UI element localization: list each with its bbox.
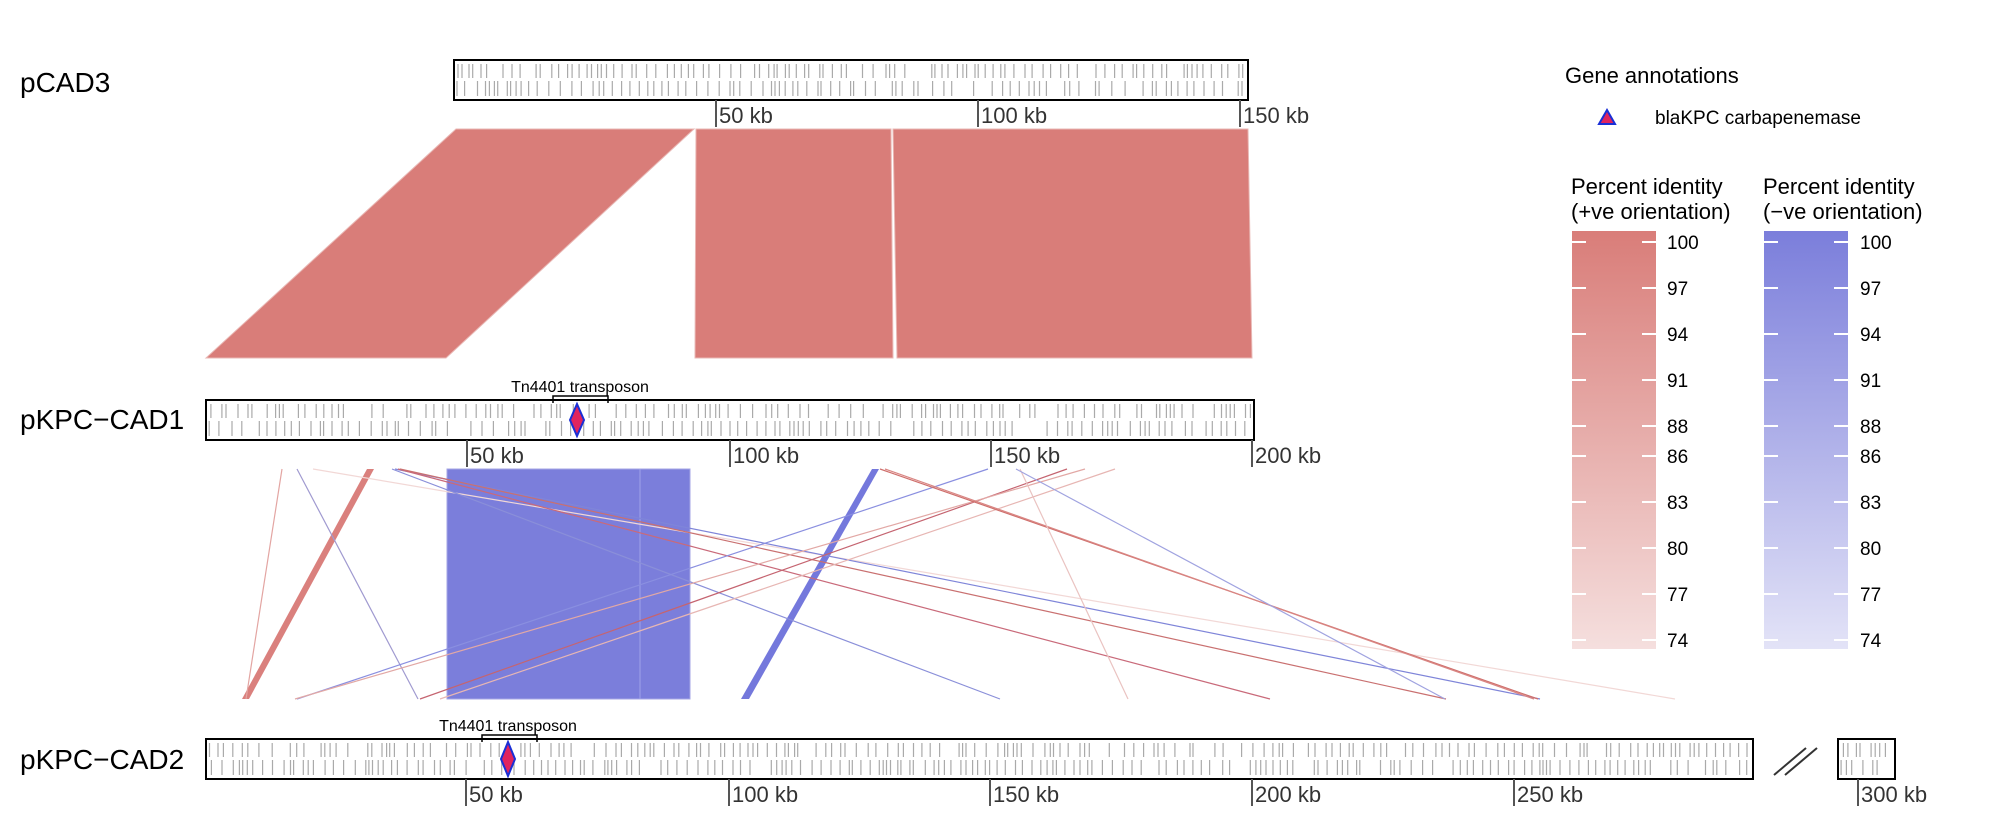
synteny-link: [1019, 468, 1129, 700]
colorbar-label: 91: [1860, 371, 1881, 392]
synteny-link: [391, 468, 1001, 700]
synteny-link: [296, 468, 989, 700]
synteny-link: [439, 468, 1116, 700]
tick-label: 200 kb: [1255, 443, 1321, 468]
plasmid-label-pkpc-cad2: pKPC−CAD2: [20, 744, 184, 775]
colorbar-label: 83: [1860, 493, 1881, 514]
tick-label: 150 kb: [1243, 103, 1309, 128]
synteny-block: [694, 128, 894, 359]
colorbar-label: 86: [1860, 447, 1881, 468]
colorbar-label: 77: [1667, 585, 1688, 606]
colorbar-label: 88: [1860, 417, 1881, 438]
synteny-link: [399, 468, 1447, 700]
synteny-link: [419, 468, 1068, 700]
tick-label: 50 kb: [469, 782, 523, 807]
colorbar-label: 77: [1860, 585, 1881, 606]
gene-track-pkpc-cad1: [208, 404, 1252, 436]
colorbar-positive: [1572, 231, 1656, 649]
legend-neg-title-line1: Percent identity: [1763, 174, 1915, 199]
tick-label: 100 kb: [981, 103, 1047, 128]
legend-gene-title: Gene annotations: [1565, 63, 1739, 88]
plasmid-label-pcad3: pCAD3: [20, 67, 110, 98]
tick-label: 300 kb: [1861, 782, 1927, 807]
colorbar-label: 94: [1860, 325, 1882, 346]
colorbar-label: 86: [1667, 447, 1688, 468]
blakpc-legend-icon: [1597, 107, 1617, 125]
transposon-label: Tn4401 transposon: [439, 718, 577, 735]
track-box-pcad3: [453, 59, 1249, 101]
tick-label: 250 kb: [1517, 782, 1583, 807]
synteny-block-negative: [446, 468, 691, 700]
transposon-bracket: [481, 734, 538, 742]
blakpc-gene-marker: [568, 401, 586, 439]
synteny-link: [312, 468, 1676, 700]
colorbar-label: 94: [1667, 325, 1689, 346]
transposon-label: Tn4401 transposon: [511, 379, 649, 396]
synteny-links-bottom: [242, 468, 1676, 700]
synteny-link: [394, 468, 1541, 700]
colorbar-label: 97: [1667, 279, 1688, 300]
blakpc-gene-marker: [499, 739, 517, 779]
colorbar-negative: [1764, 231, 1848, 649]
track-box-pkpc-cad2-tail: [1837, 738, 1896, 780]
colorbar-labels: 100 97 94 91 88 86 83 80 77 74 100 97 94 91 88 86 83 80 77…: [1667, 233, 1892, 652]
colorbar-label: 100: [1667, 233, 1699, 254]
synteny-block: [892, 128, 1253, 359]
tick-label: 50 kb: [470, 443, 524, 468]
colorbar-label: 100: [1860, 233, 1892, 254]
tick-label: 150 kb: [994, 443, 1060, 468]
tick-label: 100 kb: [732, 782, 798, 807]
synteny-link: [296, 468, 419, 700]
synteny-link: [397, 468, 1271, 700]
synteny-link: [245, 468, 283, 700]
axis-break-icon: [1773, 747, 1818, 776]
colorbar-label: 74: [1860, 631, 1882, 652]
track-box-pkpc-cad2: [205, 738, 1754, 780]
legend-pos-title-line1: Percent identity: [1571, 174, 1723, 199]
tick-label: 150 kb: [993, 782, 1059, 807]
colorbar-label: 83: [1667, 493, 1688, 514]
tick-label: 100 kb: [733, 443, 799, 468]
synteny-link: [242, 469, 374, 699]
tick-label: 200 kb: [1255, 782, 1321, 807]
colorbar-label: 74: [1667, 631, 1689, 652]
gene-track-pkpc-cad2: [208, 743, 1887, 775]
tick-label: 50 kb: [719, 103, 773, 128]
colorbar-label: 88: [1667, 417, 1688, 438]
legend-neg-title-line2: (−ve orientation): [1763, 199, 1923, 224]
synteny-link: [294, 468, 1086, 700]
transposon-feature-cad2: Tn4401 transposon: [439, 718, 577, 779]
transposon-bracket: [552, 395, 609, 403]
synteny-blocks-top: [204, 128, 1253, 359]
synteny-link: [884, 468, 1535, 700]
colorbar-ticks: [1572, 241, 1848, 641]
legend-gene-item: blaKPC carbapenemase: [1655, 108, 1861, 129]
colorbar-label: 91: [1667, 371, 1688, 392]
synteny-link: [741, 469, 879, 699]
colorbar-label: 97: [1860, 279, 1881, 300]
colorbar-label: 80: [1860, 539, 1881, 560]
colorbar-label: 80: [1667, 539, 1688, 560]
gene-track-pcad3: [456, 64, 1244, 96]
synteny-link: [1015, 468, 1446, 700]
axis-ticks: [465, 100, 1859, 806]
transposon-feature-cad1: Tn4401 transposon: [511, 379, 649, 439]
legend-pos-title-line2: (+ve orientation): [1571, 199, 1731, 224]
synteny-block: [204, 128, 696, 359]
plasmid-label-pkpc-cad1: pKPC−CAD1: [20, 404, 184, 435]
